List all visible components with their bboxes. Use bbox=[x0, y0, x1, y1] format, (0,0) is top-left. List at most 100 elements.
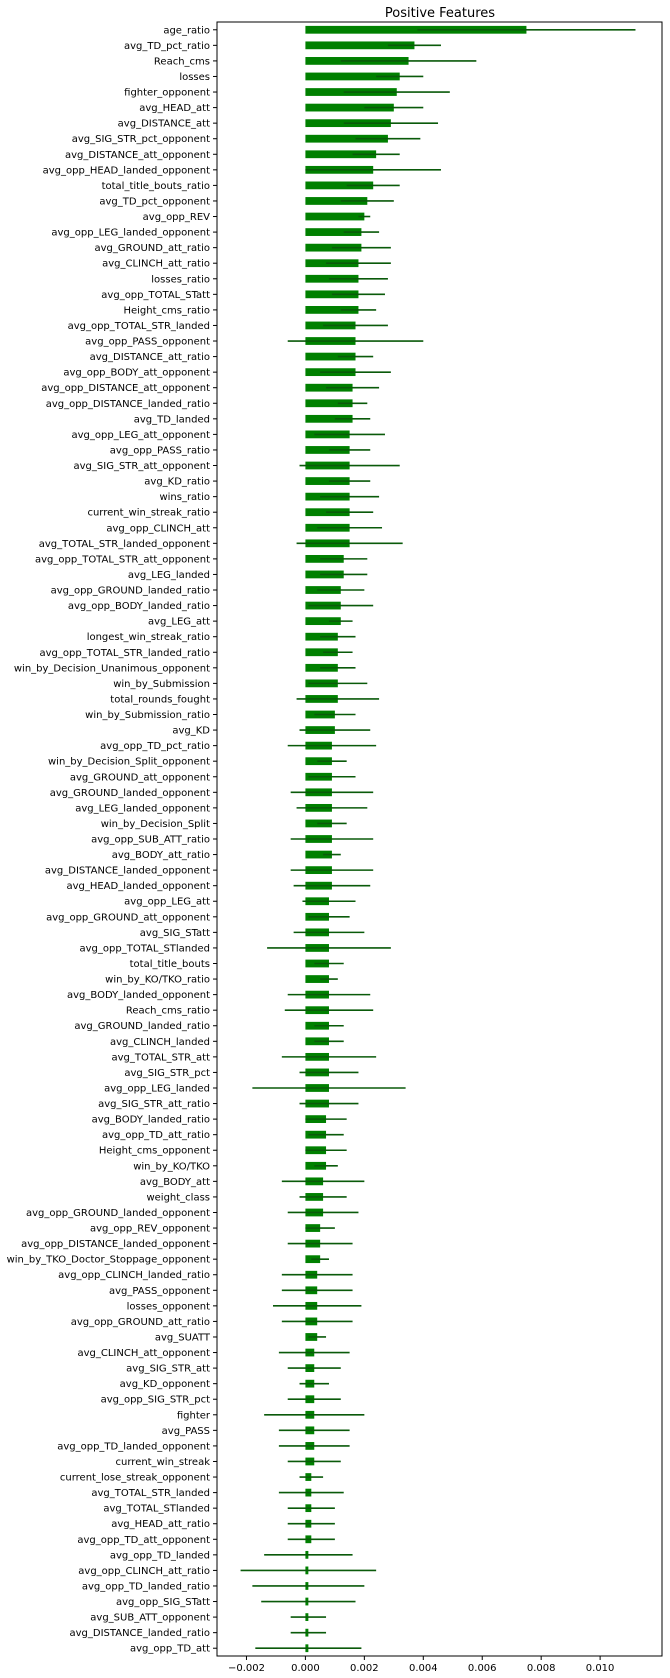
y-tick-label: weight_class bbox=[146, 1192, 210, 1203]
y-tick-label: avg_SIG_STR_att bbox=[126, 1364, 210, 1375]
y-tick-label: avg_PASS bbox=[162, 1426, 210, 1437]
y-tick-label: avg_opp_TOTAL_STR_att_opponent bbox=[35, 554, 210, 565]
y-tick-label: avg_opp_TOTAL_STR_landed_ratio bbox=[40, 648, 210, 659]
bar-losses bbox=[305, 72, 400, 81]
y-tick-label: avg_SIG_STR_pct_opponent bbox=[72, 134, 210, 145]
plot-area bbox=[216, 21, 663, 1657]
x-tick-label: 0.002 bbox=[350, 1663, 379, 1674]
y-tick-label: avg_opp_GROUND_att_opponent bbox=[46, 912, 210, 923]
y-tick-label: avg_opp_CLINCH_landed_ratio bbox=[58, 1270, 210, 1281]
y-tick-label: avg_HEAD_landed_opponent bbox=[66, 881, 210, 892]
x-tick-label: 0.004 bbox=[409, 1663, 438, 1674]
y-tick-label: avg_opp_LEG_att bbox=[124, 897, 210, 908]
y-tick-label: avg_opp_REV_opponent bbox=[90, 1224, 210, 1235]
bar-avg_opp_TOTAL_STR_landed_ratio bbox=[305, 648, 338, 657]
bar-avg_BODY_att_ratio bbox=[305, 850, 332, 859]
y-tick-label: longest_win_streak_ratio bbox=[87, 632, 210, 643]
y-tick-label: avg_opp_REV bbox=[143, 212, 210, 223]
chart-title: Positive Features bbox=[385, 6, 495, 21]
y-tick-label: avg_opp_GROUND_landed_opponent bbox=[26, 1208, 210, 1219]
y-tick-label: avg_opp_TD_att_ratio bbox=[102, 1130, 210, 1141]
bar-avg_DISTANCE_att_ratio bbox=[305, 352, 356, 361]
x-axis: −0.002 0.000 0.002 0.004 0.006 0.008 0.010 bbox=[228, 1656, 614, 1674]
y-tick-label: avg_opp_DISTANCE_att_opponent bbox=[41, 383, 210, 394]
bar-avg_KD_ratio bbox=[305, 477, 350, 485]
y-tick-label: avg_opp_CLINCH_att_ratio bbox=[78, 1566, 210, 1577]
bar-avg_opp_LEG_landed_opponent bbox=[305, 228, 362, 236]
y-tick-label: current_win_streak_ratio bbox=[87, 508, 210, 519]
y-tick-label: avg_DISTANCE_att_ratio bbox=[90, 352, 210, 363]
y-tick-label: avg_opp_DISTANCE_landed_ratio bbox=[46, 399, 210, 410]
y-tick-label: avg_opp_SUB_ATT_ratio bbox=[91, 835, 210, 846]
y-tick-label: avg_DISTANCE_att_opponent bbox=[65, 150, 210, 161]
y-tick-label: total_title_bouts bbox=[130, 959, 210, 970]
y-tick-label: avg_TD_landed bbox=[134, 414, 210, 425]
bar-age_ratio bbox=[305, 25, 527, 34]
y-tick-label: avg_GROUND_att_ratio bbox=[95, 243, 211, 254]
y-tick-label: avg_GROUND_landed_opponent bbox=[50, 788, 210, 799]
y-tick-label: avg_CLINCH_att_opponent bbox=[77, 1348, 210, 1359]
y-tick-label: avg_CLINCH_landed bbox=[110, 1037, 210, 1048]
bar-total_title_bouts_ratio bbox=[305, 181, 374, 190]
y-tick-label: avg_BODY_landed_ratio bbox=[92, 1115, 210, 1126]
x-tick-label: 0.006 bbox=[468, 1663, 497, 1674]
y-tick-label: win_by_Submission_ratio bbox=[85, 710, 210, 721]
y-tick-label: avg_TOTAL_STlanded bbox=[103, 1504, 210, 1515]
y-tick-label: avg_GROUND_att_opponent bbox=[70, 772, 210, 783]
y-tick-label: avg_opp_TD_landed bbox=[110, 1550, 210, 1561]
y-tick-label: Reach_cms bbox=[154, 56, 210, 67]
y-tick-label: avg_PASS_opponent bbox=[109, 1286, 210, 1297]
y-tick-label: avg_opp_TOTAL_STlanded bbox=[80, 943, 210, 954]
bar-win_by_KO/TKO_ratio bbox=[305, 975, 329, 983]
y-tick-label: avg_opp_CLINCH_att bbox=[106, 523, 210, 534]
y-tick-label: losses bbox=[179, 72, 210, 83]
y-tick-label: win_by_Decision_Split bbox=[101, 819, 210, 830]
x-tick-label: −0.002 bbox=[228, 1663, 265, 1674]
y-tick-label: avg_SIG_STR_att_ratio bbox=[98, 1099, 210, 1110]
y-tick-label: avg_SIG_STatt bbox=[140, 928, 210, 939]
y-tick-label: avg_SIG_STR_att_opponent bbox=[74, 461, 211, 472]
y-tick-label: avg_opp_TD_pct_ratio bbox=[100, 741, 210, 752]
y-tick-label: avg_opp_LEG_landed_opponent bbox=[51, 228, 210, 239]
y-tick-label: avg_KD_opponent bbox=[120, 1379, 210, 1390]
y-tick-label: wins_ratio bbox=[159, 492, 210, 503]
bar-avg_SIG_STR_pct_opponent bbox=[305, 134, 388, 143]
bar-avg_opp_DISTANCE_landed_ratio bbox=[305, 399, 353, 408]
bar-avg_HEAD_att bbox=[305, 103, 394, 112]
y-tick-label: avg_DISTANCE_landed_ratio bbox=[70, 1628, 211, 1639]
y-tick-label: avg_opp_GROUND_landed_ratio bbox=[51, 586, 210, 597]
x-tick-label: 0.010 bbox=[586, 1663, 615, 1674]
y-tick-label: current_lose_streak_opponent bbox=[60, 1473, 210, 1484]
y-tick-label: avg_LEG_att bbox=[148, 617, 210, 628]
y-tick-label: avg_opp_PASS_ratio bbox=[110, 445, 210, 456]
y-tick-label: avg_KD bbox=[172, 726, 210, 737]
x-tick-label: 0.008 bbox=[527, 1663, 556, 1674]
y-tick-label: avg_SIG_STR_pct bbox=[124, 1068, 210, 1079]
bar-avg_DISTANCE_att_opponent bbox=[305, 150, 377, 159]
y-tick-label: avg_TD_pct_ratio bbox=[124, 41, 210, 52]
y-tick-label: win_by_Decision_Split_opponent bbox=[48, 757, 210, 768]
y-tick-label: avg_opp_TD_att_opponent bbox=[77, 1535, 210, 1546]
y-tick-label: avg_LEG_landed_opponent bbox=[75, 803, 210, 814]
y-tick-label: Height_cms_ratio bbox=[123, 305, 210, 316]
bar-avg_opp_PASS_ratio bbox=[305, 446, 350, 454]
y-tick-label: avg_opp_SIG_STatt bbox=[116, 1597, 210, 1608]
y-tick-label: avg_opp_TOTAL_STR_landed bbox=[68, 321, 210, 332]
bar-avg_TD_landed bbox=[305, 414, 353, 423]
y-tick-label: avg_CLINCH_att_ratio bbox=[102, 259, 210, 270]
y-tick-label: win_by_KO/TKO bbox=[133, 1161, 210, 1172]
y-tick-label: avg_TOTAL_STR_landed bbox=[91, 1488, 210, 1499]
y-tick-label: total_rounds_fought bbox=[110, 694, 210, 705]
y-tick-label: Height_cms_opponent bbox=[99, 1146, 210, 1157]
y-tick-label: avg_opp_DISTANCE_landed_opponent bbox=[21, 1239, 210, 1250]
y-tick-label: avg_BODY_att bbox=[140, 1177, 210, 1188]
y-tick-label: avg_opp_SIG_STR_pct bbox=[101, 1395, 211, 1406]
y-tick-label: avg_SUATT bbox=[155, 1332, 211, 1343]
y-tick-label: fighter bbox=[177, 1410, 211, 1421]
y-tick-label: avg_BODY_landed_opponent bbox=[67, 990, 210, 1001]
y-tick-label: avg_opp_TD_landed_ratio bbox=[82, 1581, 210, 1592]
y-tick-label: avg_opp_HEAD_landed_opponent bbox=[43, 165, 210, 176]
y-tick-label: avg_opp_TD_landed_opponent bbox=[57, 1441, 210, 1452]
y-tick-label: losses_ratio bbox=[151, 274, 210, 285]
